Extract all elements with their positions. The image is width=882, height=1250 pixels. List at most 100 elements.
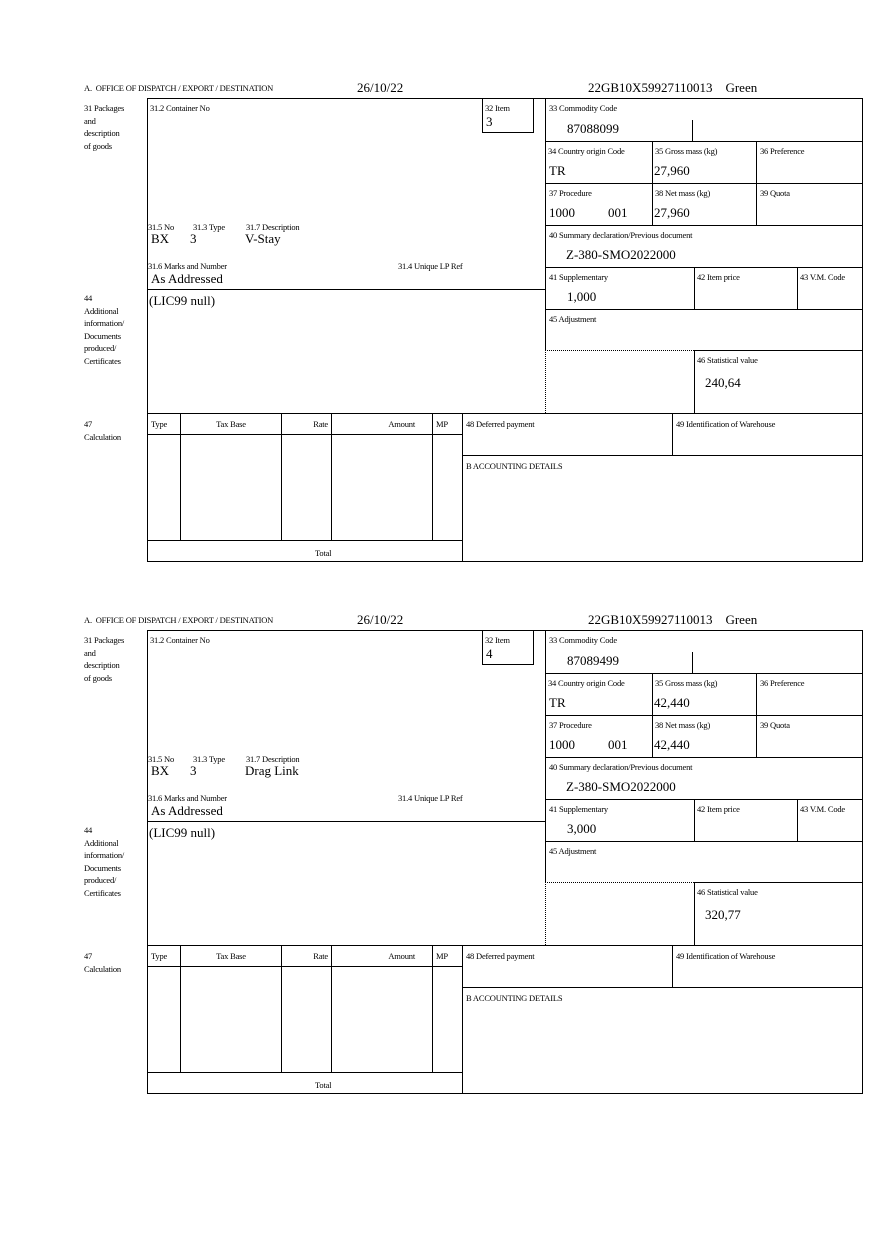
container-no-label: 31.2 Container No [150, 635, 210, 645]
description-label: 31.7 Description [246, 222, 300, 232]
calculation-label: 47 Calculation [84, 419, 121, 442]
statistical-value: 320,77 [705, 907, 741, 922]
divider [331, 413, 332, 540]
divider [797, 267, 798, 309]
procedure-ext-value: 001 [608, 205, 628, 220]
description-value: Drag Link [245, 763, 299, 778]
packages-label: 31 Packages and description of goods [84, 635, 125, 683]
divider [331, 945, 332, 1072]
divider [147, 413, 862, 414]
divider [756, 673, 757, 757]
divider [545, 799, 862, 800]
divider [652, 673, 653, 757]
divider [545, 141, 862, 142]
procedure-value: 1000 [549, 205, 575, 220]
divider [545, 225, 862, 226]
package-kind: BX [151, 231, 170, 246]
calc-mp-header: MP [436, 419, 448, 429]
calc-rate-header: Rate [313, 419, 328, 429]
item-value: 3 [486, 114, 493, 129]
divider [672, 413, 673, 455]
marks-value: As Addressed [151, 803, 223, 818]
country-origin-value: TR [549, 163, 566, 178]
calc-mp-header: MP [436, 951, 448, 961]
statistical-value: 240,64 [705, 375, 741, 390]
divider [694, 350, 862, 351]
reference-number: 22GB10X59927110013 Green [588, 612, 758, 627]
net-mass-value: 42,440 [654, 737, 690, 752]
divider [545, 841, 862, 842]
dotted-divider [545, 882, 546, 945]
vm-code-label: 43 V.M. Code [800, 804, 845, 814]
divider [147, 966, 462, 967]
divider [545, 757, 862, 758]
package-kind: BX [151, 763, 170, 778]
marks-label: 31.6 Marks and Number [148, 261, 227, 271]
divider [756, 141, 757, 225]
procedure-label: 37 Procedure [549, 720, 592, 730]
item-price-label: 42 Item price [697, 804, 740, 814]
accounting-label: B ACCOUNTING DETAILS [466, 461, 563, 471]
description-value: V-Stay [245, 231, 281, 246]
divider [147, 289, 545, 290]
adjustment-label: 45 Adjustment [549, 314, 597, 324]
description-label: 31.7 Description [246, 754, 300, 764]
divider [462, 413, 463, 561]
total-label: Total [315, 548, 332, 558]
divider [672, 945, 673, 987]
calc-rate-header: Rate [313, 951, 328, 961]
item-box [482, 98, 534, 133]
dotted-divider [545, 350, 694, 351]
divider [545, 267, 862, 268]
commodity-code-label: 33 Commodity Code [549, 635, 617, 645]
commodity-code-value: 87088099 [567, 121, 619, 136]
calculation-label: 47 Calculation [84, 951, 121, 974]
item-box [482, 630, 534, 665]
preference-label: 36 Preference [760, 146, 805, 156]
divider [545, 309, 862, 310]
commodity-code-label: 33 Commodity Code [549, 103, 617, 113]
divider [180, 413, 181, 540]
divider [462, 945, 463, 1093]
customs-item-form: A. OFFICE OF DISPATCH / EXPORT / DESTINA… [0, 0, 882, 562]
summary-decl-value: Z-380-SMO2022000 [566, 247, 676, 262]
divider [694, 799, 695, 841]
commodity-code-value: 87089499 [567, 653, 619, 668]
summary-decl-label: 40 Summary declaration/Previous document [549, 762, 693, 772]
calc-type-header: Type [151, 951, 168, 961]
gross-mass-label: 35 Gross mass (kg) [655, 678, 718, 688]
no-label: 31.5 No [148, 222, 174, 232]
additional-info-value: (LIC99 null) [149, 825, 216, 840]
divider [281, 945, 282, 1072]
gross-mass-value: 27,960 [654, 163, 690, 178]
reference-number: 22GB10X59927110013 Green [588, 80, 758, 95]
divider [545, 183, 862, 184]
total-label: Total [315, 1080, 332, 1090]
date: 26/10/22 [357, 612, 404, 627]
divider [797, 799, 798, 841]
gross-mass-value: 42,440 [654, 695, 690, 710]
divider [694, 882, 862, 883]
dotted-divider [545, 350, 546, 413]
accounting-label: B ACCOUNTING DETAILS [466, 993, 563, 1003]
procedure-label: 37 Procedure [549, 188, 592, 198]
divider [694, 267, 695, 309]
item-label: 32 Item [485, 103, 510, 113]
procedure-value: 1000 [549, 737, 575, 752]
vm-code-label: 43 V.M. Code [800, 272, 845, 282]
divider [432, 413, 433, 540]
additional-info-label: 44 Additional information/ Documents pro… [84, 293, 125, 366]
divider [147, 434, 462, 435]
office-label: A. OFFICE OF DISPATCH / EXPORT / DESTINA… [84, 615, 274, 625]
divider [462, 455, 862, 456]
adjustment-label: 45 Adjustment [549, 846, 597, 856]
divider [432, 945, 433, 1072]
divider [462, 987, 862, 988]
item-label: 32 Item [485, 635, 510, 645]
divider [652, 141, 653, 225]
divider [147, 821, 545, 822]
item-value: 4 [486, 646, 493, 661]
office-label: A. OFFICE OF DISPATCH / EXPORT / DESTINA… [84, 83, 274, 93]
divider [147, 945, 862, 946]
container-no-label: 31.2 Container No [150, 103, 210, 113]
